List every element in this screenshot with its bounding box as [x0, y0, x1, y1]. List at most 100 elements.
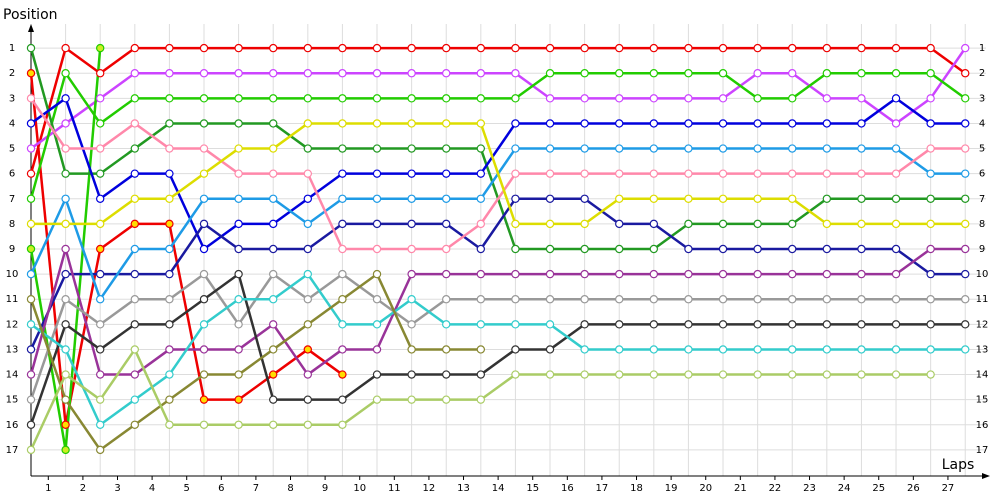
marker — [822, 169, 832, 178]
marker — [649, 295, 659, 304]
marker — [372, 345, 382, 354]
x-tick-label: 15 — [526, 483, 539, 494]
x-tick-label: 6 — [218, 483, 224, 494]
marker — [96, 445, 105, 455]
marker — [61, 43, 70, 53]
marker — [26, 144, 36, 153]
marker — [961, 69, 970, 78]
series-line — [29, 46, 966, 174]
marker — [891, 194, 901, 203]
marker — [234, 169, 243, 178]
marker — [580, 244, 589, 254]
marker — [269, 169, 278, 178]
marker — [822, 295, 832, 304]
x-tick-label: 5 — [184, 483, 190, 494]
marker — [788, 119, 797, 128]
y-tick-label: 1 — [9, 43, 15, 54]
marker — [961, 295, 970, 304]
x-tick-label: 12 — [423, 483, 436, 494]
marker — [476, 244, 486, 254]
series-line — [31, 122, 966, 226]
marker — [822, 69, 832, 78]
y-tick-label-right: 2 — [979, 68, 985, 79]
marker — [684, 94, 693, 103]
y-tick-label-right: 5 — [979, 144, 985, 155]
marker — [476, 144, 486, 153]
marker — [199, 69, 209, 78]
marker — [822, 219, 832, 229]
marker — [26, 69, 36, 78]
marker — [303, 169, 313, 178]
y-tick-label: 8 — [9, 219, 15, 230]
marker — [199, 219, 209, 229]
marker — [165, 370, 174, 379]
marker — [442, 194, 451, 203]
x-tick-label: 25 — [872, 483, 885, 494]
marker — [615, 69, 624, 78]
marker — [545, 370, 555, 379]
y-tick-label: 17 — [6, 445, 19, 456]
marker — [649, 119, 659, 128]
marker — [649, 219, 659, 229]
marker — [407, 169, 416, 178]
y-tick-label-right: 4 — [979, 118, 985, 129]
marker — [857, 370, 866, 379]
marker — [891, 345, 901, 354]
marker — [753, 94, 762, 103]
marker — [372, 119, 382, 128]
marker — [165, 320, 174, 329]
marker — [684, 144, 693, 153]
marker — [545, 320, 555, 329]
marker — [545, 295, 555, 304]
marker — [718, 320, 728, 329]
marker — [476, 345, 486, 354]
marker — [234, 69, 243, 78]
marker — [96, 144, 105, 153]
x-tick-label: 8 — [287, 483, 293, 494]
marker — [684, 269, 693, 279]
marker — [199, 370, 209, 379]
marker — [822, 94, 832, 103]
marker — [61, 295, 70, 304]
marker — [511, 345, 520, 354]
marker — [545, 144, 555, 153]
marker — [442, 244, 451, 254]
marker — [857, 320, 866, 329]
marker — [753, 43, 762, 53]
marker — [511, 370, 520, 379]
marker — [615, 43, 624, 53]
marker — [61, 144, 70, 153]
marker — [857, 194, 866, 203]
series-line — [29, 272, 966, 426]
marker — [407, 43, 416, 53]
marker — [753, 320, 762, 329]
marker — [234, 345, 243, 354]
y-tick-label: 2 — [9, 68, 15, 79]
marker — [961, 94, 970, 103]
marker — [61, 119, 70, 128]
marker — [926, 169, 935, 178]
marker — [476, 320, 486, 329]
marker — [338, 295, 347, 304]
x-axis-arrow — [982, 473, 990, 479]
y-tick-label: 9 — [9, 244, 15, 255]
y-tick-label: 3 — [9, 93, 15, 104]
marker — [684, 219, 693, 229]
marker — [338, 119, 347, 128]
marker — [476, 194, 486, 203]
marker — [926, 69, 935, 78]
marker — [165, 194, 174, 203]
marker — [234, 370, 243, 379]
marker — [891, 295, 901, 304]
marker — [649, 345, 659, 354]
marker — [753, 295, 762, 304]
marker — [234, 194, 243, 203]
marker — [753, 169, 762, 178]
y-tick-label-right: 15 — [976, 395, 989, 406]
marker — [857, 345, 866, 354]
marker — [580, 269, 589, 279]
marker — [545, 219, 555, 229]
marker — [338, 194, 347, 203]
x-tick-label: 24 — [838, 483, 851, 494]
marker — [130, 420, 140, 429]
